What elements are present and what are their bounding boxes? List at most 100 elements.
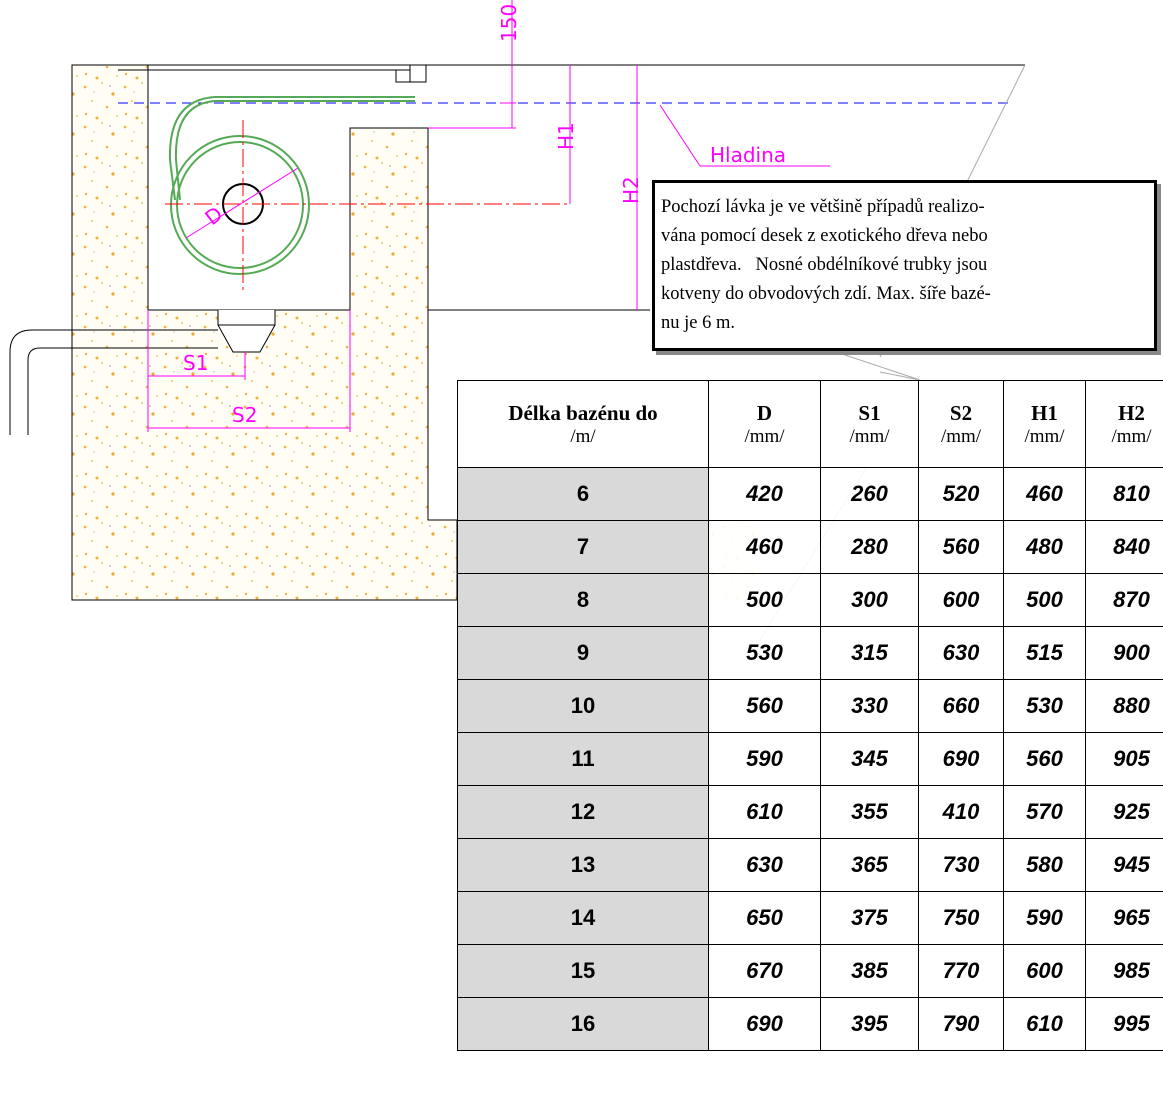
dim-d-line: [185, 167, 299, 239]
note-line: plastdřeva. Nosné obdélníkové trubky jso…: [661, 255, 988, 275]
table-cell: 985: [1085, 944, 1163, 998]
table-cell: 750: [918, 891, 1004, 945]
pipe: [27, 347, 218, 435]
table-cell: 600: [918, 573, 1004, 627]
table-cell: 880: [1085, 679, 1163, 733]
profile: [409, 64, 427, 83]
table-cell: 630: [708, 838, 821, 892]
header-cell: D/mm/: [708, 380, 821, 468]
table-cell: 870: [1085, 573, 1163, 627]
table-cell: 690: [708, 997, 821, 1051]
pipe: [9, 329, 218, 435]
table-cell: 630: [918, 626, 1004, 680]
table-cell: 515: [1003, 626, 1086, 680]
table-cell: 590: [708, 732, 821, 786]
header-cell: S1/mm/: [820, 380, 919, 468]
cover: [168, 96, 415, 201]
table-cell: 14: [457, 891, 709, 945]
table-cell: 610: [1003, 997, 1086, 1051]
table-cell: 530: [708, 626, 821, 680]
table-cell: 260: [820, 467, 919, 521]
dim-s2: S2: [232, 403, 257, 427]
table-cell: 600: [1003, 944, 1086, 998]
table-cell: 905: [1085, 732, 1163, 786]
table-cell: 520: [918, 467, 1004, 521]
note-box: Pochozí lávka je ve většině případů real…: [652, 180, 1157, 351]
table-cell: 660: [918, 679, 1004, 733]
table-cell: 840: [1085, 520, 1163, 574]
table-cell: 995: [1085, 997, 1163, 1051]
header-unit: /mm/: [940, 425, 982, 447]
table-cell: 355: [820, 785, 919, 839]
table-cell: 460: [708, 520, 821, 574]
table-cell: 9: [457, 626, 709, 680]
table-cell: 790: [918, 997, 1004, 1051]
table-cell: 480: [1003, 520, 1086, 574]
table-cell: 925: [1085, 785, 1163, 839]
note-line: Pochozí lávka je ve většině případů real…: [661, 197, 985, 217]
table-cell: 300: [820, 573, 919, 627]
header-unit: /mm/: [849, 425, 890, 447]
dimensions: [147, 0, 830, 432]
table-cell: 385: [820, 944, 919, 998]
cover: [174, 100, 415, 201]
table-cell: 965: [1085, 891, 1163, 945]
table-cell: 7: [457, 520, 709, 574]
header-name: H2: [1118, 400, 1145, 425]
header-cell: Délka bazénu do/m/: [457, 380, 709, 468]
header-row: Délka bazénu do/m/D/mm/S1/mm/S2/mm/H1/mm…: [457, 380, 1163, 468]
table-cell: 570: [1003, 785, 1086, 839]
header-unit: /mm/: [744, 425, 785, 447]
dim-h1: H1: [554, 122, 578, 150]
header-unit: /mm/: [1111, 425, 1152, 447]
header-unit: /m/: [570, 425, 596, 447]
table-cell: 8: [457, 573, 709, 627]
table-cell: 10: [457, 679, 709, 733]
table-cell: 12: [457, 785, 709, 839]
table-cell: 560: [1003, 732, 1086, 786]
table-cell: 345: [820, 732, 919, 786]
header-unit: /mm/: [1024, 425, 1065, 447]
table-cell: 420: [708, 467, 821, 521]
table-cell: 650: [708, 891, 821, 945]
table-cell: 560: [708, 679, 821, 733]
table-cell: 365: [820, 838, 919, 892]
table-cell: 945: [1085, 838, 1163, 892]
table-row: 12 610 355 410 570 925: [457, 785, 1163, 839]
note-line: kotveny do obvodových zdí. Max. šíře baz…: [661, 284, 991, 304]
header-name: Délka bazénu do: [508, 400, 658, 425]
note-line: nu je 6 m.: [661, 313, 735, 333]
profile: [395, 69, 411, 83]
table-cell: 560: [918, 520, 1004, 574]
header-cell: H2/mm/: [1085, 380, 1163, 468]
table-cell: 900: [1085, 626, 1163, 680]
table-cell: 500: [1003, 573, 1086, 627]
table-cell: 670: [708, 944, 821, 998]
table-cell: 6: [457, 467, 709, 521]
table-row: 13 630 365 730 580 945: [457, 838, 1163, 892]
table-cell: 280: [820, 520, 919, 574]
table-row: 6 420 260 520 460 810: [457, 467, 1163, 521]
table-cell: 330: [820, 679, 919, 733]
dimension-table: Délka bazénu do/m/D/mm/S1/mm/S2/mm/H1/mm…: [457, 380, 1163, 1051]
table-cell: 16: [457, 997, 709, 1051]
table-cell: 395: [820, 997, 919, 1051]
table-row: 7 460 280 560 480 840: [457, 520, 1163, 574]
header-cell: H1/mm/: [1003, 380, 1086, 468]
table-row: 8 500 300 600 500 870: [457, 573, 1163, 627]
header-name: S1: [858, 400, 881, 425]
table-cell: 13: [457, 838, 709, 892]
header-name: D: [756, 400, 773, 425]
reel: [170, 135, 310, 275]
table-cell: 580: [1003, 838, 1086, 892]
table-cell: 410: [918, 785, 1004, 839]
table-row: 14 650 375 750 590 965: [457, 891, 1163, 945]
water-level-label: Hladina: [710, 143, 786, 167]
header-name: S2: [949, 400, 973, 425]
table-cell: 460: [1003, 467, 1086, 521]
table-cell: 690: [918, 732, 1004, 786]
table-cell: 500: [708, 573, 821, 627]
table-cell: 810: [1085, 467, 1163, 521]
dim-s1: S1: [183, 351, 208, 375]
